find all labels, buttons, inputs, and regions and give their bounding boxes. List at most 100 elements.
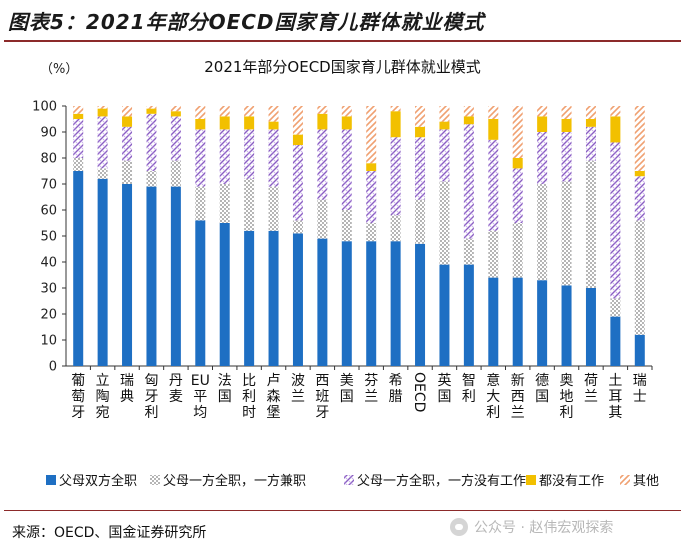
bar-segment-1-9	[268, 230, 279, 366]
bar-segment-1-8	[244, 230, 255, 366]
bar-segment-2-14	[390, 215, 401, 242]
bar-segment-2-3	[122, 160, 133, 184]
bar-segment-1-5	[170, 186, 181, 366]
bar-segment-2-8	[244, 178, 255, 231]
bar-segment-3-4	[146, 113, 157, 171]
x-tick-label: EU 平均	[191, 373, 210, 421]
y-tick-label: 0	[49, 360, 57, 375]
bar-segment-1-23	[610, 316, 621, 366]
legend-swatch-2	[150, 475, 160, 485]
y-tick-label: 100	[32, 100, 57, 115]
x-tick-label: 葡萄牙	[71, 373, 85, 421]
x-tick-label: 芬兰	[364, 373, 378, 405]
watermark: 公众号 · 赵伟宏观探索	[450, 517, 613, 537]
bar-segment-4-22	[585, 119, 596, 127]
x-tick-label: 西班牙	[315, 373, 329, 421]
x-tick-label: 法国	[218, 373, 232, 405]
bar-segment-5-4	[146, 106, 157, 109]
bar-segment-4-1	[73, 113, 84, 119]
bar-segment-5-21	[561, 106, 572, 119]
bar-segment-4-15	[415, 126, 426, 138]
bar-segment-4-14	[390, 111, 401, 138]
bar-segment-1-4	[146, 186, 157, 366]
bar-segment-1-6	[195, 220, 206, 366]
title-divider	[4, 40, 681, 42]
bar-segment-1-11	[317, 238, 328, 366]
bar-segment-5-1	[73, 106, 84, 114]
bar-segment-1-24	[634, 334, 645, 366]
bar-segment-5-15	[415, 106, 426, 127]
bar-segment-2-18	[488, 230, 499, 278]
y-tick-label: 10	[40, 334, 57, 349]
bar-segment-4-11	[317, 113, 328, 130]
x-tick-label: 英国	[437, 372, 451, 405]
bar-segment-3-7	[219, 129, 230, 184]
bar-segment-4-24	[634, 171, 645, 177]
bar-segment-3-16	[439, 129, 450, 182]
y-tick-label: 60	[40, 204, 57, 219]
x-tick-label: 意大利	[486, 372, 500, 421]
bar-segment-3-17	[463, 124, 474, 239]
bar-segment-4-16	[439, 121, 450, 130]
bar-segment-2-22	[585, 160, 596, 288]
bar-segment-5-3	[122, 106, 133, 117]
bar-segment-5-14	[390, 106, 401, 112]
bar-segment-2-5	[170, 160, 181, 187]
bar-segment-2-6	[195, 186, 206, 221]
bar-segment-3-5	[170, 116, 181, 161]
bar-segment-2-16	[439, 181, 450, 265]
bar-segment-4-18	[488, 119, 499, 140]
x-tick-label: 土耳其	[608, 373, 622, 421]
bar-segment-1-20	[537, 280, 548, 366]
bar-segment-3-22	[585, 126, 596, 161]
legend-label-1: 父母双方全职	[59, 473, 137, 489]
bar-segment-1-1	[73, 171, 84, 366]
bar-segment-5-22	[585, 106, 596, 119]
bar-segment-3-15	[415, 137, 426, 200]
bar-segment-4-3	[122, 116, 133, 127]
x-tick-label: 匈牙利	[144, 373, 158, 421]
bar-segment-3-24	[634, 176, 645, 221]
bar-segment-3-20	[537, 132, 548, 184]
bar-segment-3-12	[341, 129, 352, 210]
x-tick-label: OECD	[411, 372, 427, 412]
bar-segment-4-21	[561, 119, 572, 132]
bar-segment-4-19	[512, 158, 523, 169]
legend-swatch-1	[46, 475, 56, 485]
bar-segment-3-19	[512, 168, 523, 223]
y-tick-label: 40	[40, 256, 57, 271]
x-tick-label: 比利时	[242, 373, 256, 421]
x-tick-label: 新西兰	[511, 373, 525, 421]
y-tick-label: 50	[40, 230, 57, 245]
bar-segment-1-19	[512, 277, 523, 366]
x-tick-label: 智利	[462, 373, 476, 405]
bar-segment-1-15	[415, 243, 426, 366]
x-tick-label: 卢森堡	[267, 373, 281, 421]
bar-segment-2-1	[73, 158, 84, 171]
bar-segment-5-19	[512, 106, 523, 158]
bar-segment-2-2	[97, 168, 108, 179]
bar-segment-5-20	[537, 106, 548, 117]
y-axis-unit-label: （%）	[40, 62, 79, 77]
bar-segment-5-18	[488, 106, 499, 119]
bar-segment-1-3	[122, 184, 133, 366]
bar-segment-1-18	[488, 277, 499, 366]
x-tick-label: 希腊	[389, 373, 403, 405]
legend-swatch-5	[620, 475, 630, 485]
bar-segment-2-10	[292, 220, 303, 234]
x-tick-label: 瑞士	[633, 373, 647, 405]
bar-segment-2-17	[463, 238, 474, 265]
bar-segment-5-23	[610, 106, 621, 117]
bar-segment-5-12	[341, 106, 352, 117]
y-tick-label: 30	[40, 282, 57, 297]
y-tick-label: 70	[40, 178, 57, 193]
bar-segment-2-23	[610, 298, 621, 317]
legend-swatch-3	[344, 475, 354, 485]
bar-segment-2-4	[146, 171, 157, 187]
bar-segment-4-5	[170, 111, 181, 117]
legend-swatch-4	[526, 475, 536, 485]
figure-title: 图表5：2021年部分OECD国家育儿群体就业模式	[8, 10, 485, 34]
bar-segment-5-17	[463, 106, 474, 117]
bar-segment-2-19	[512, 223, 523, 278]
